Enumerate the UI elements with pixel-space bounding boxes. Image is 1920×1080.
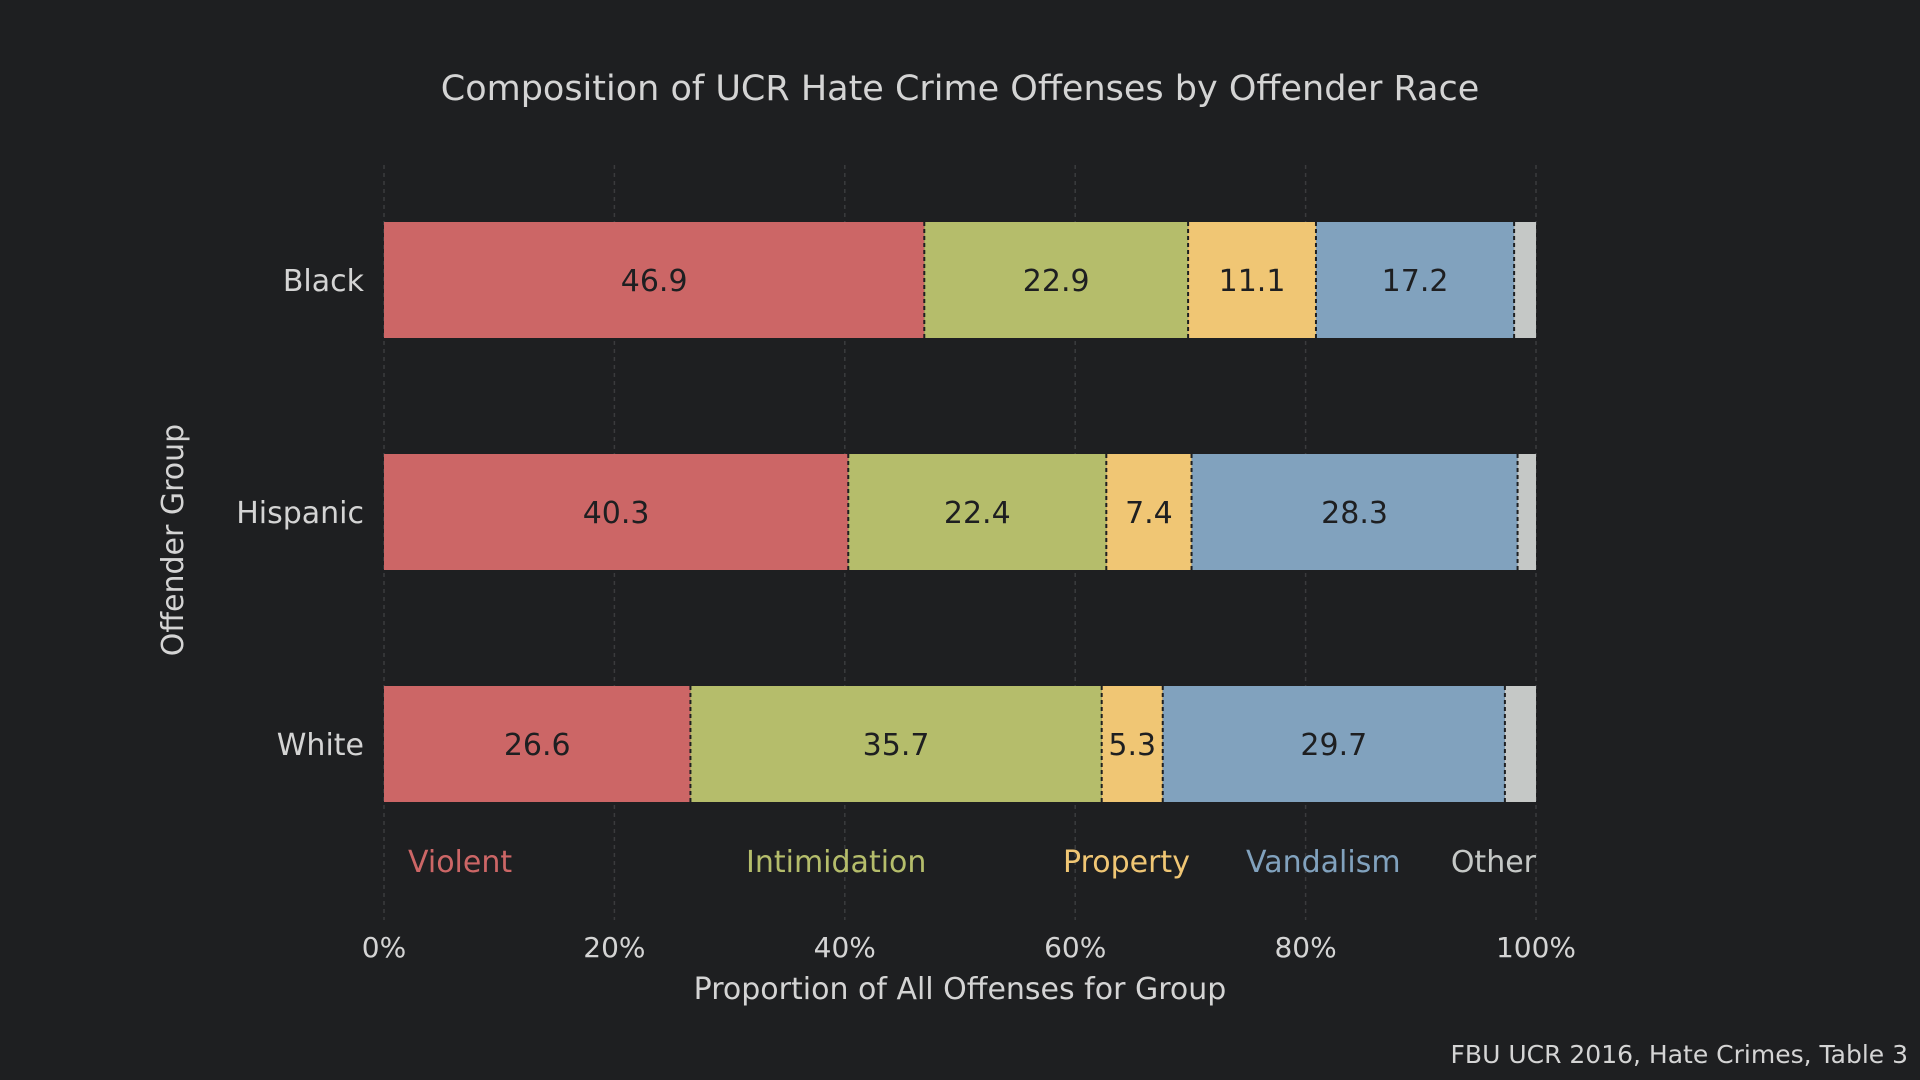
chart-title: Composition of UCR Hate Crime Offenses b… [441,69,1480,109]
legend-item-property: Property [1063,845,1190,880]
x-tick-label-5: 100% [1496,931,1576,964]
data-label-white-vandalism: 29.7 [1300,728,1367,763]
data-label-white-property: 5.3 [1108,728,1156,763]
bar-hispanic-intimidation [848,454,1107,570]
y-tick-label-black: Black [283,264,365,299]
bar-white-other [1504,686,1536,802]
source-note: FBU UCR 2016, Hate Crimes, Table 3 [1451,1040,1908,1069]
legend: Violent Intimidation Property Vandalism Othe… [408,845,1537,880]
bars [384,222,1536,802]
bar-white-property [1101,686,1163,802]
data-label-black-intimidation: 22.9 [1023,264,1090,299]
bar-white-vandalism [1162,686,1505,802]
data-label-hispanic-violent: 40.3 [583,496,650,531]
bar-hispanic-violent [384,454,849,570]
bar-hispanic-property [1106,454,1192,570]
bar-black-other [1514,222,1536,338]
data-label-hispanic-vandalism: 28.3 [1321,496,1388,531]
bar-black-vandalism [1315,222,1515,338]
data-labels: 46.9 22.9 11.1 17.2 40.3 22.4 7.4 28.3 26.6 35.7 5… [504,264,1449,763]
bar-black-property [1188,222,1316,338]
bar-white-violent [384,686,691,802]
x-tick-label-1: 20% [583,931,645,964]
legend-item-vandalism: Vandalism [1246,845,1401,880]
bar-hispanic-other [1517,454,1536,570]
x-tick-label-3: 60% [1044,931,1106,964]
x-tick-label-2: 40% [814,931,876,964]
legend-item-violent: Violent [408,845,512,880]
data-label-white-violent: 26.6 [504,728,571,763]
bar-black-violent [384,222,925,338]
legend-item-intimidation: Intimidation [746,845,926,880]
x-tick-labels: 0% 20% 40% 60% 80% 100% [362,931,1576,964]
data-label-hispanic-property: 7.4 [1125,496,1173,531]
legend-item-other: Other [1451,845,1537,880]
x-tick-label-4: 80% [1274,931,1336,964]
x-tick-label-0: 0% [362,931,406,964]
y-tick-label-white: White [277,728,364,763]
y-axis-label: Offender Group [156,424,191,656]
data-label-black-vandalism: 17.2 [1382,264,1449,299]
x-axis-label: Proportion of All Offenses for Group [694,972,1227,1007]
data-label-white-intimidation: 35.7 [863,728,930,763]
bar-white-intimidation [690,686,1102,802]
bar-black-intimidation [924,222,1189,338]
data-label-hispanic-intimidation: 22.4 [944,496,1011,531]
data-label-black-property: 11.1 [1219,264,1286,299]
y-tick-labels: Black Hispanic White [236,264,364,763]
y-tick-label-hispanic: Hispanic [236,496,364,531]
bar-hispanic-vandalism [1191,454,1518,570]
data-label-black-violent: 46.9 [621,264,688,299]
